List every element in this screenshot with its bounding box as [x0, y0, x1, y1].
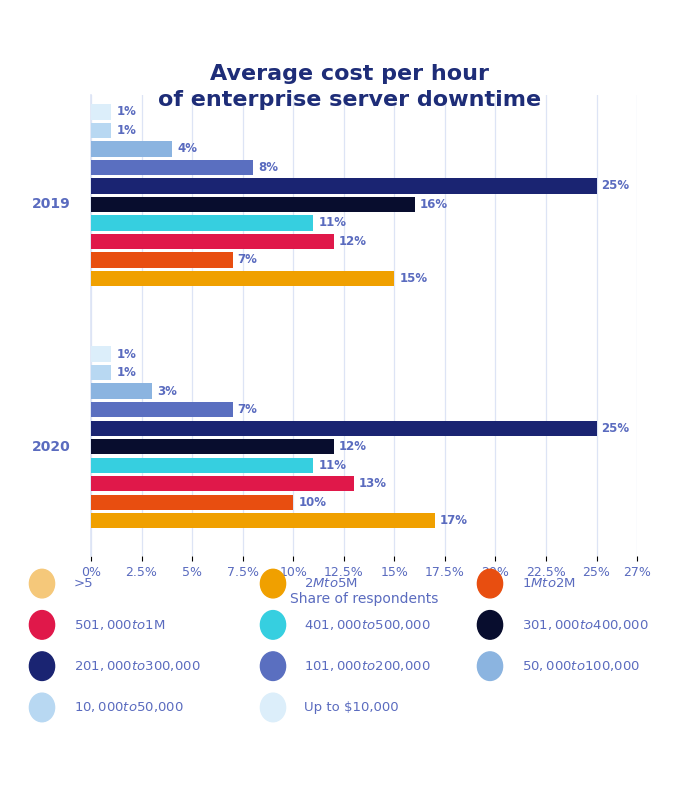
Text: 2019: 2019	[32, 198, 71, 211]
Bar	[91, 160, 253, 175]
Text: 4%: 4%	[177, 142, 197, 156]
Text: 11%: 11%	[318, 459, 346, 472]
X-axis label: Share of respondents: Share of respondents	[290, 592, 438, 607]
Text: 12%: 12%	[339, 440, 367, 453]
Text: $10,000 to $50,000: $10,000 to $50,000	[74, 700, 183, 715]
Text: 7%: 7%	[237, 403, 258, 416]
Text: $201,000 to $300,000: $201,000 to $300,000	[74, 659, 200, 673]
Text: 7%: 7%	[237, 253, 258, 267]
Bar	[91, 271, 394, 286]
Text: 1%: 1%	[116, 366, 136, 379]
Bar	[91, 439, 334, 454]
Text: 1%: 1%	[116, 106, 136, 118]
Text: 1%: 1%	[116, 124, 136, 137]
Text: $50,000 to $100,000: $50,000 to $100,000	[522, 659, 640, 673]
Text: 10%: 10%	[298, 495, 326, 509]
Bar	[91, 384, 152, 399]
Bar	[91, 215, 314, 230]
Bar	[91, 421, 596, 436]
Text: 13%: 13%	[359, 477, 387, 490]
Text: 12%: 12%	[339, 235, 367, 248]
Text: $501,000 to $1M: $501,000 to $1M	[74, 618, 164, 632]
Text: Average cost per hour
of enterprise server downtime: Average cost per hour of enterprise serv…	[158, 64, 542, 110]
Text: $101,000 to $200,000: $101,000 to $200,000	[304, 659, 431, 673]
Text: 8%: 8%	[258, 161, 278, 174]
Text: 3%: 3%	[157, 384, 176, 398]
Bar	[91, 402, 232, 417]
Bar	[91, 346, 111, 361]
Text: 2020: 2020	[32, 440, 71, 453]
Text: $2M to $5M: $2M to $5M	[304, 577, 358, 590]
Text: 15%: 15%	[400, 272, 428, 285]
Text: >5: >5	[74, 577, 93, 590]
Bar	[91, 365, 111, 380]
Bar	[91, 252, 232, 268]
Text: 11%: 11%	[318, 217, 346, 229]
Text: 25%: 25%	[601, 179, 630, 192]
Bar	[91, 123, 111, 138]
Text: $401,000 to $500,000: $401,000 to $500,000	[304, 618, 431, 632]
Text: $301,000 to $400,000: $301,000 to $400,000	[522, 618, 648, 632]
Text: 1%: 1%	[116, 348, 136, 360]
Bar	[91, 141, 172, 156]
Text: $1M to $2M: $1M to $2M	[522, 577, 575, 590]
Bar	[91, 513, 435, 528]
Text: Up to $10,000: Up to $10,000	[304, 701, 399, 714]
Bar	[91, 457, 314, 472]
Bar	[91, 234, 334, 249]
Text: 17%: 17%	[440, 515, 468, 527]
Text: 16%: 16%	[419, 198, 448, 211]
Text: 25%: 25%	[601, 422, 630, 434]
Bar	[91, 179, 596, 194]
Bar	[91, 104, 111, 120]
Bar	[91, 476, 354, 491]
Bar	[91, 495, 293, 510]
Bar	[91, 197, 414, 212]
